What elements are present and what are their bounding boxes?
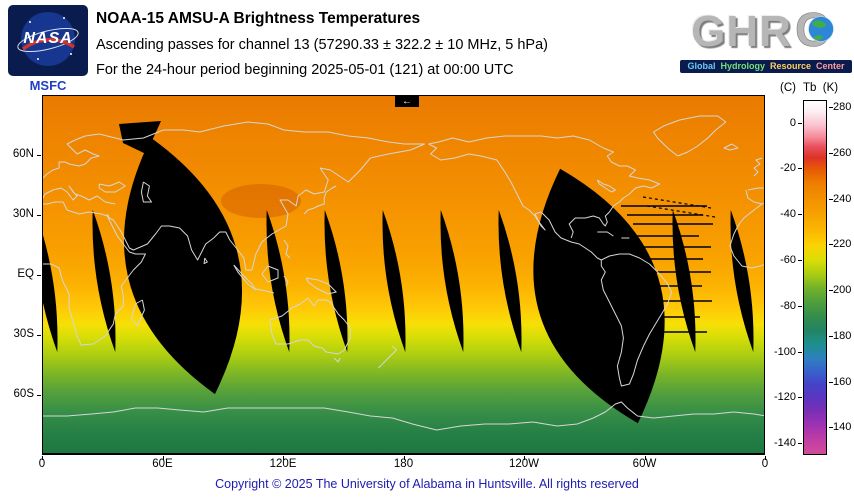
colorbar-tick-mark [829, 198, 833, 200]
colorbar-tick-mark [829, 427, 833, 429]
y-tick-mark [37, 335, 41, 336]
x-tick-label: 60E [152, 458, 173, 470]
x-tick-mark [403, 456, 405, 460]
colorbar-tick-mark [829, 106, 833, 108]
colorbar-tick-mark [798, 168, 802, 170]
x-tick-label: 0 [38, 458, 46, 470]
y-tick-mark [37, 215, 41, 216]
y-tick-mark [37, 155, 41, 156]
colorbar-celsius-label: 0 [789, 116, 796, 129]
direction-arrow-icon: ← [395, 96, 419, 107]
x-tick-label: 120E [269, 458, 297, 470]
colorbar-tick-mark [829, 152, 833, 154]
x-axis-labels: 0 60E 120E 180 120W 60W 0 [39, 458, 768, 472]
colorbar-celsius-header: (C) [780, 82, 796, 94]
period-line: For the 24-hour period beginning 2025-05… [96, 62, 514, 78]
msfc-label: MSFC [29, 78, 67, 93]
y-tick-label: 60S [13, 388, 34, 400]
colorbar-tick-mark [798, 305, 802, 307]
nasa-logo-text: NASA [23, 30, 73, 47]
colorbar-tick-mark [798, 259, 802, 261]
x-tick-label: 60W [632, 458, 657, 470]
x-tick-mark [765, 456, 766, 460]
colorbar-tick-mark [798, 122, 802, 124]
colorbar-kelvin-label: 280 [833, 100, 852, 113]
y-tick-mark [37, 395, 41, 396]
colorbar-tick-mark [829, 381, 833, 383]
colorbar-kelvin-label: 160 [833, 375, 852, 388]
x-tick-label: 180 [393, 458, 414, 470]
y-tick-label: 30S [13, 328, 34, 340]
copyright: Copyright © 2025 The University of Alaba… [215, 477, 639, 491]
ghrc-letters: GHR [691, 7, 792, 56]
colorbar-tick-mark [798, 397, 802, 399]
ghrc-logo: GHR C Global Hydrology Resource Center [680, 3, 852, 73]
colorbar-tick-mark [798, 443, 802, 445]
colorbar-tick-mark [829, 290, 833, 292]
colorbar-kelvin-label: 200 [833, 284, 852, 297]
colorbar-celsius-label: -140 [773, 437, 796, 450]
tagline-word: Resource [769, 61, 812, 71]
ghrc-wordmark: GHR C [680, 3, 852, 60]
colorbar-tick-mark [829, 244, 833, 246]
y-tick-label: EQ [17, 268, 34, 280]
tagline-word: Global [687, 61, 716, 71]
nasa-insignia-icon: NASA [8, 5, 88, 76]
colorbar-tick-mark [798, 351, 802, 353]
colorbar-tick-mark [829, 335, 833, 337]
colorbar-kelvin-label: 220 [833, 238, 852, 251]
y-tick-label: 60N [12, 148, 34, 160]
colorbar-kelvin-label: 140 [833, 421, 852, 434]
colorbar-celsius-label: -40 [780, 208, 796, 221]
colorbar-kelvin-label: 180 [833, 329, 852, 342]
colorbar-kelvin-label: 240 [833, 192, 852, 205]
x-tick-mark [42, 456, 43, 460]
x-tick-label: 120W [508, 458, 540, 470]
x-tick-mark [644, 456, 646, 460]
x-tick-label: 0 [761, 458, 769, 470]
colorbar-celsius-label: -20 [780, 162, 796, 175]
colorbar [803, 100, 827, 455]
colorbar-tick-mark [798, 214, 802, 216]
x-tick-mark [162, 456, 164, 460]
colorbar-celsius-label: -120 [773, 391, 796, 404]
channel-subtitle: Ascending passes for channel 13 (57290.3… [96, 37, 548, 53]
map-plot: ← [42, 95, 765, 455]
y-tick-label: 30N [12, 208, 34, 220]
tagline-word: Hydrology [720, 61, 765, 71]
colorbar-celsius-label: -80 [780, 299, 796, 312]
colorbar-kelvin-header: Tb (K) [803, 82, 839, 94]
nasa-meatball-icon [17, 12, 79, 66]
globe-icon: C [793, 3, 841, 60]
colorbar-celsius-label: -100 [773, 345, 796, 358]
ghrc-tagline: Global Hydrology Resource Center [680, 60, 852, 73]
colorbar-celsius-label: -60 [780, 253, 796, 266]
colorbar-kelvin-label: 260 [833, 146, 852, 159]
x-tick-mark [283, 456, 284, 460]
x-tick-mark [524, 456, 525, 460]
y-tick-mark [37, 275, 41, 276]
tagline-word: Center [816, 61, 845, 71]
y-axis-labels: 60N 30N EQ 30S 60S [0, 95, 37, 455]
page-title: NOAA-15 AMSU-A Brightness Temperatures [96, 10, 421, 27]
map-overlay [43, 115, 764, 431]
